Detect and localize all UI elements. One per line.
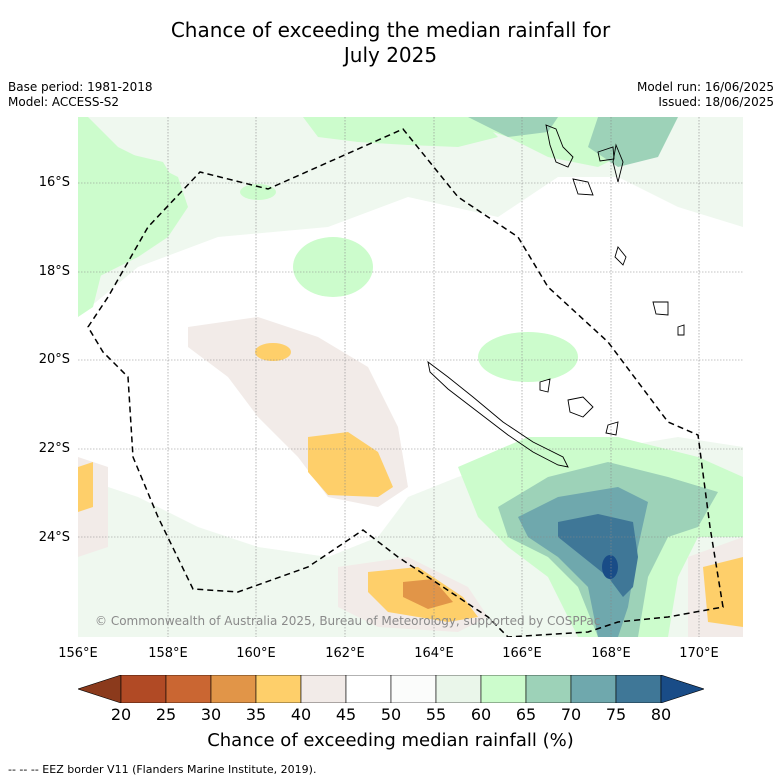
issued-date: Issued: 18/06/2025 <box>658 95 774 109</box>
mid-green <box>293 237 373 297</box>
colorbar-tick-label: 75 <box>605 705 627 724</box>
colorbar-tick-label: 30 <box>200 705 222 724</box>
eez-footnote: -- -- -- EEZ border V11 (Flanders Marine… <box>8 763 317 776</box>
colorbar <box>78 675 704 703</box>
lon-label-158e: 158°E <box>148 646 188 661</box>
title-line-2: July 2025 <box>343 43 438 67</box>
colorbar-segment <box>165 675 212 703</box>
copyright-text: © Commonwealth of Australia 2025, Bureau… <box>95 614 601 628</box>
colorbar-segment <box>120 675 167 703</box>
lon-label-156e: 156°E <box>58 646 98 661</box>
colorbar-extend-low <box>78 675 122 703</box>
lat-label-16s: 16°S <box>38 175 70 190</box>
north-green <box>303 117 498 147</box>
new-caledonia-outline <box>427 360 569 468</box>
colorbar-segment <box>435 675 482 703</box>
se-blue-dark <box>558 514 638 597</box>
run-info: Model run: 16/06/2025 Issued: 18/06/2025 <box>637 80 774 110</box>
orange-south <box>403 579 453 609</box>
gridlines <box>78 117 743 637</box>
lon-label-168e: 168°E <box>591 646 631 661</box>
yellow-se <box>703 557 743 627</box>
lat-label-22s: 22°S <box>38 441 70 456</box>
colorbar-tick-label: 50 <box>380 705 402 724</box>
colorbar-segment <box>255 675 302 703</box>
lat-label-20s: 20°S <box>38 352 70 367</box>
lon-label-170e: 170°E <box>679 646 719 661</box>
map-title: Chance of exceeding the median rainfall … <box>0 18 781 68</box>
vanuatu-island-1 <box>545 124 574 168</box>
colorbar-extend-high <box>660 675 704 703</box>
colorbar-tick-label: 25 <box>155 705 177 724</box>
colorbar-tick-label: 35 <box>245 705 267 724</box>
title-line-1: Chance of exceeding the median rainfall … <box>170 18 611 42</box>
model-name: Model: ACCESS-S2 <box>8 95 120 109</box>
colorbar-segment <box>480 675 527 703</box>
colorbar-tick-label: 45 <box>335 705 357 724</box>
colorbar-tick-label: 80 <box>650 705 672 724</box>
lon-label-162e: 162°E <box>325 646 365 661</box>
colorbar-tick-label: 40 <box>290 705 312 724</box>
vanuatu-island-3 <box>572 178 594 196</box>
vanuatu-island-5 <box>614 246 627 266</box>
colorbar-tick-label: 65 <box>515 705 537 724</box>
vanuatu-island-6 <box>652 301 669 316</box>
loyalty-island-2 <box>605 421 619 436</box>
lat-label-18s: 18°S <box>38 264 70 279</box>
colorbar-tick-label: 20 <box>110 705 132 724</box>
colorbar-segment <box>525 675 572 703</box>
vanuatu-island-2 <box>597 146 615 162</box>
vanuatu-island-4 <box>612 143 624 183</box>
vanuatu-island-7 <box>677 324 685 336</box>
model-run: Model run: 16/06/2025 <box>636 80 774 94</box>
se-blue-darkest <box>602 555 618 579</box>
yellow-2 <box>308 432 393 497</box>
colorbar-tick-label: 70 <box>560 705 582 724</box>
colorbar-segment <box>345 675 392 703</box>
map-panel <box>78 117 743 637</box>
colorbar-title: Chance of exceeding median rainfall (%) <box>207 730 574 751</box>
lat-label-24s: 24°S <box>38 530 70 545</box>
eez-border <box>87 128 724 637</box>
loyalty-island-1 <box>567 396 594 418</box>
yellow-west <box>78 462 93 512</box>
north-teal <box>468 117 558 137</box>
colorbar-tick-label: 55 <box>425 705 447 724</box>
rainfall-map <box>78 117 743 637</box>
lon-label-164e: 164°E <box>414 646 454 661</box>
yellow-1 <box>255 343 291 361</box>
colorbar-segment <box>615 675 662 703</box>
lon-label-160e: 160°E <box>236 646 276 661</box>
central-green <box>478 332 578 382</box>
lon-label-166e: 166°E <box>502 646 542 661</box>
colorbar-segment <box>210 675 257 703</box>
west-green-2 <box>78 142 178 317</box>
colorbar-tick-label: 60 <box>470 705 492 724</box>
colorbar-segment <box>300 675 347 703</box>
colorbar-segment <box>570 675 617 703</box>
model-info: Base period: 1981-2018 Model: ACCESS-S2 <box>8 80 153 110</box>
loyalty-island-3 <box>539 378 551 393</box>
base-period: Base period: 1981-2018 <box>8 80 153 94</box>
colorbar-segment <box>390 675 437 703</box>
ne-teal <box>588 117 678 167</box>
